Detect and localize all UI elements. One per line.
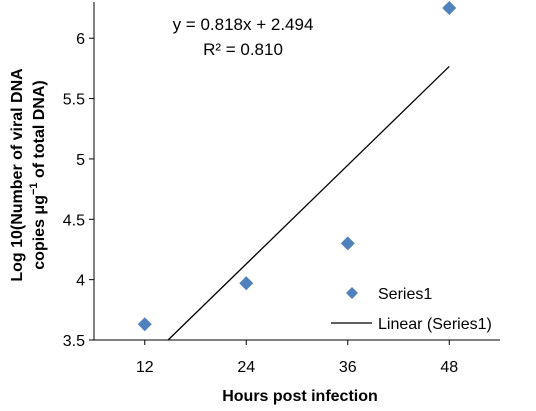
y-tick-label-5: 6 (76, 31, 85, 48)
y-tick-label-0: 3.5 (63, 333, 85, 350)
x-tick-label-2: 36 (339, 359, 357, 376)
data-point-3 (442, 1, 457, 16)
x-tick-label-0: 12 (136, 359, 154, 376)
legend: Series1 Linear (Series1) (331, 286, 492, 333)
data-point-0 (137, 317, 152, 332)
y-tick-label-1: 4 (76, 273, 85, 290)
trendline (167, 65, 450, 341)
y-tick-label-2: 4.5 (63, 212, 85, 229)
legend-label-series1: Series1 (378, 286, 432, 303)
y-axis-title: Log 10(Number of viral DNA copies μg−1 o… (9, 68, 48, 282)
y-axis-title-pre: copies μg (31, 195, 48, 270)
y-tick-label-3: 5 (76, 152, 85, 169)
x-axis-title: Hours post infection (222, 388, 378, 405)
y-axis-title-post: of total DNA) (31, 80, 48, 182)
trendline-r-squared: R² = 0.810 (203, 40, 283, 59)
y-axis-title-line1: Log 10(Number of viral DNA (9, 68, 26, 282)
legend-label-trend: Linear (Series1) (378, 316, 492, 333)
x-tick-label-3: 48 (440, 359, 458, 376)
data-point-2 (340, 236, 355, 251)
x-tick-label-1: 24 (237, 359, 255, 376)
legend-marker-series1 (346, 287, 358, 299)
y-tick-label-4: 5.5 (63, 92, 85, 109)
trendline-equation: y = 0.818x + 2.494 (173, 15, 314, 34)
data-point-1 (239, 276, 254, 291)
y-axis-title-line2: copies μg−1 of total DNA) (28, 80, 48, 269)
y-axis-title-sup: −1 (28, 182, 40, 195)
plot-area: 3.5 4 4.5 5 5.5 6 12 24 36 48 (63, 1, 500, 376)
